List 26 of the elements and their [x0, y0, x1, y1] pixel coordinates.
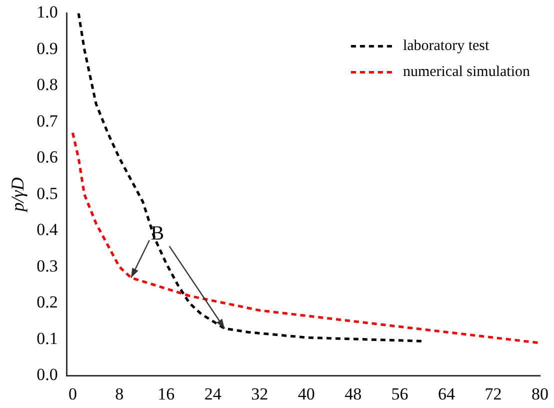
legend-label: numerical simulation	[402, 64, 530, 80]
x-tick-label: 24	[204, 384, 222, 404]
x-tick-label: 0	[68, 384, 77, 404]
y-tick-label: 0.2	[36, 292, 58, 312]
x-tick-label: 56	[391, 384, 408, 404]
y-tick-label: 0.9	[36, 38, 58, 58]
y-axis-title: p/γD	[8, 177, 28, 214]
y-tick-label: 1.0	[36, 2, 58, 22]
y-tick-label: 0.8	[36, 75, 58, 94]
x-tick-label: 40	[298, 384, 315, 404]
x-tick-label: 64	[438, 384, 456, 404]
x-tick-label: 32	[251, 384, 268, 404]
y-tick-label: 0.3	[36, 256, 58, 276]
y-tick-label: 0.4	[36, 220, 58, 240]
x-tick-label: 72	[484, 384, 502, 404]
line-series	[71, 132, 540, 344]
x-tick-label: 48	[344, 384, 362, 404]
legend-label: laboratory test	[402, 38, 490, 54]
y-tick-label: 0.5	[36, 184, 58, 203]
x-tick-label: 80	[532, 384, 548, 404]
x-tick-label: 8	[115, 384, 124, 404]
y-tick-label: 0.7	[36, 111, 58, 130]
y-tick-label: 0.1	[36, 328, 58, 348]
x-tick-label: 16	[158, 384, 175, 404]
y-tick-label: 0.6	[36, 148, 58, 167]
y-tick-label: 0.0	[36, 365, 58, 384]
